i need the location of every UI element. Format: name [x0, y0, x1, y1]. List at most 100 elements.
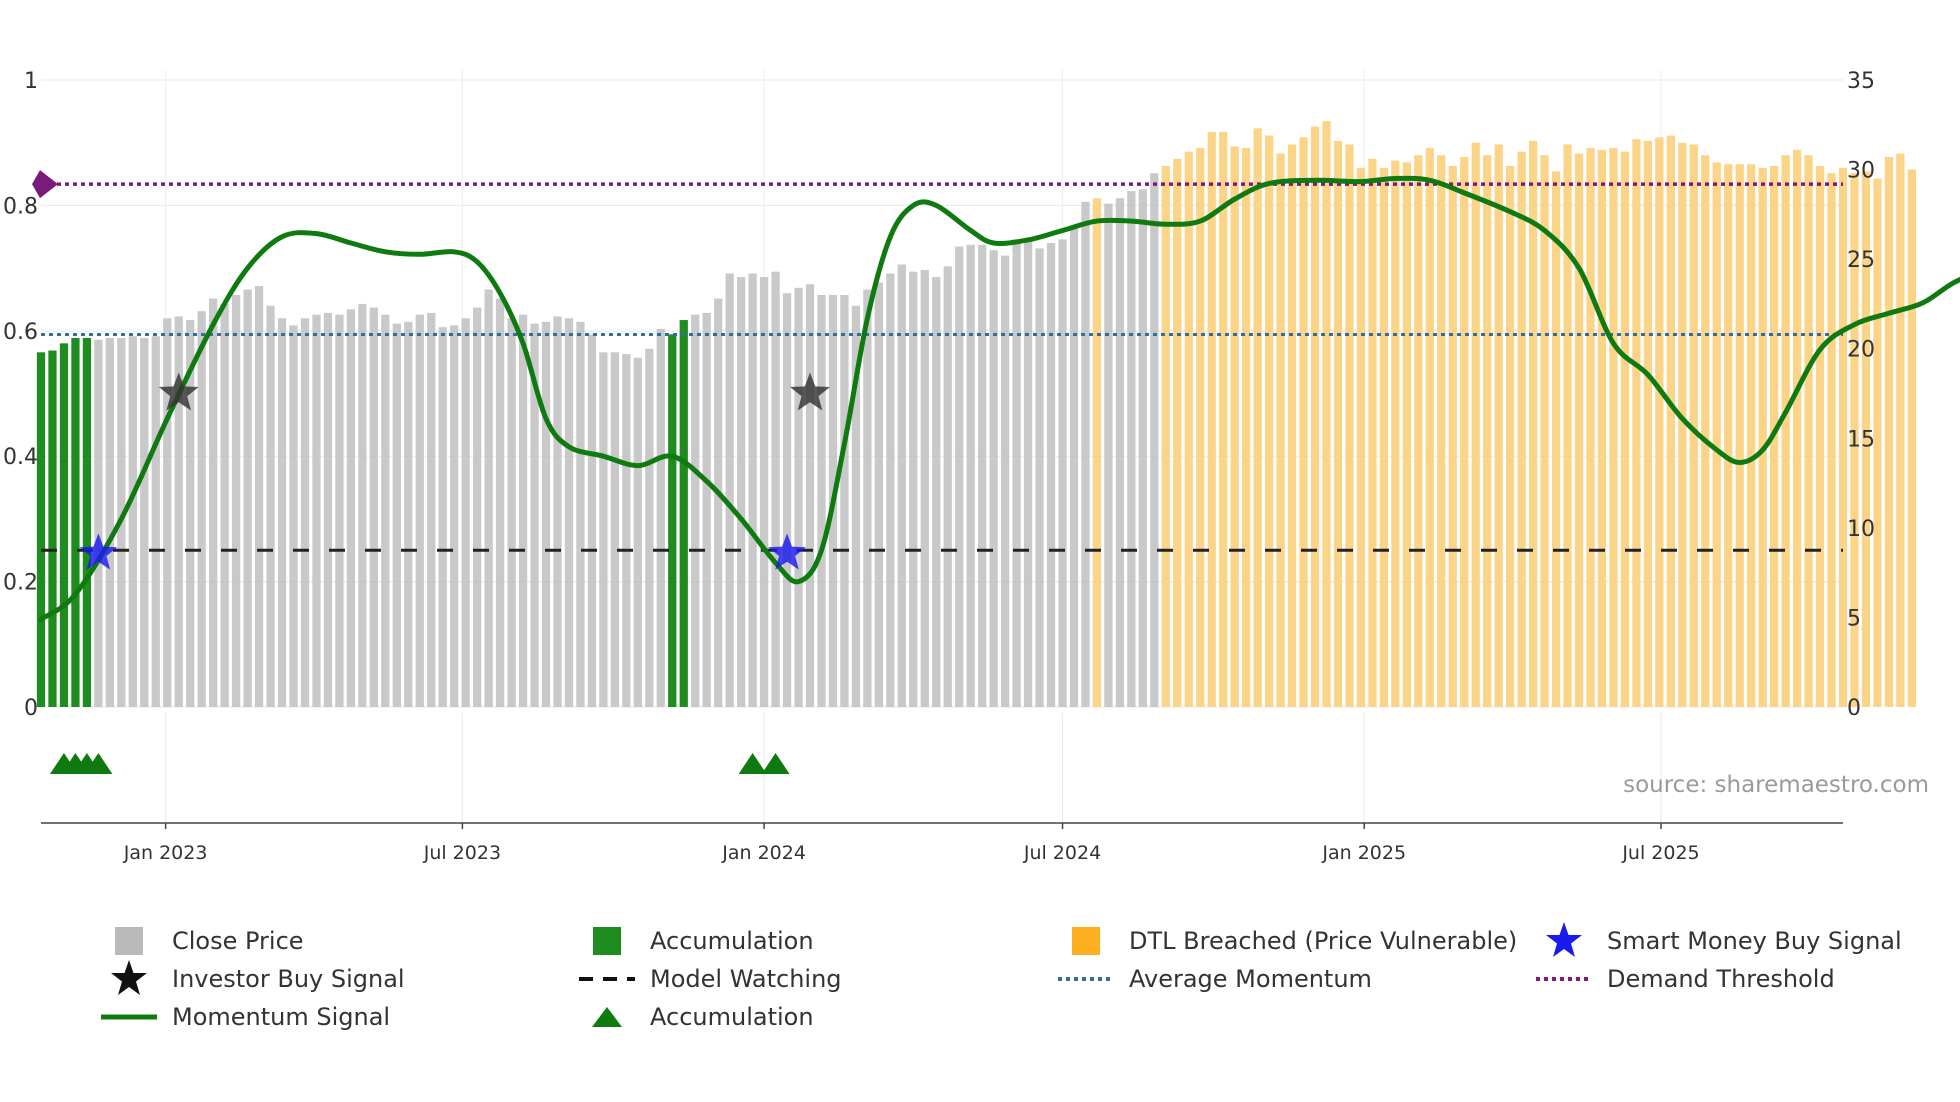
- bar-close-price: [427, 312, 436, 707]
- bar-accumulation: [59, 343, 69, 707]
- bar-close-price: [863, 289, 872, 707]
- bar-close-price: [128, 336, 137, 707]
- bar-dtl-breached: [1092, 198, 1102, 707]
- bar-dtl-breached: [1414, 155, 1423, 708]
- bar-close-price: [358, 303, 367, 707]
- bar-close-price: [759, 277, 769, 707]
- bar-close-price: [1023, 241, 1033, 707]
- bar-dtl-breached: [1712, 162, 1721, 708]
- bar-dtl-breached: [1391, 160, 1400, 708]
- bar-dtl-breached: [1333, 140, 1343, 707]
- bar-dtl-breached: [1517, 151, 1526, 707]
- bar-dtl-breached: [1747, 164, 1756, 707]
- right-tick-label: 20: [1847, 338, 1875, 363]
- bar-dtl-breached: [1678, 142, 1687, 707]
- investor-buy-signal: [790, 372, 830, 411]
- accumulation-marker: [84, 753, 113, 774]
- x-tick-label: Jul 2023: [423, 842, 501, 864]
- momentum-signal: [38, 175, 1960, 622]
- bar-close-price: [254, 286, 264, 707]
- right-tick-label: 5: [1847, 606, 1861, 631]
- bar-dtl-breached: [1861, 171, 1871, 707]
- bar-close-price: [622, 354, 631, 707]
- bar-close-price: [851, 305, 861, 707]
- bar-dtl-breached: [1219, 131, 1228, 708]
- bar-dtl-breached: [1781, 155, 1790, 708]
- x-tick-label: Jan 2023: [123, 842, 208, 864]
- bar-close-price: [1081, 201, 1090, 707]
- bar-dtl-breached: [1345, 144, 1354, 707]
- left-tick-label: 0.2: [3, 571, 38, 596]
- accumulation-panel: [49, 753, 790, 774]
- bar-close-price: [1046, 243, 1056, 707]
- bar-dtl-breached: [1310, 126, 1320, 707]
- bar-dtl-breached: [1196, 148, 1205, 707]
- bar-dtl-breached: [1437, 155, 1446, 708]
- bar-accumulation: [71, 337, 80, 707]
- bar-close-price: [909, 271, 918, 707]
- bar-close-price: [404, 321, 413, 707]
- bar-dtl-breached: [1230, 146, 1239, 708]
- bar-close-price: [725, 273, 734, 707]
- bar-close-price: [989, 250, 998, 707]
- bar-close-price: [874, 282, 884, 707]
- right-tick-label: 15: [1847, 427, 1875, 452]
- bar-close-price: [381, 314, 390, 707]
- bar-close-price: [587, 334, 597, 707]
- axes: Jan 2023 Jul 2023 Jan 2024 Jul 2024 Jan 2025…: [3, 69, 1875, 864]
- right-tick-label: 10: [1847, 517, 1875, 542]
- bar-dtl-breached: [1574, 153, 1584, 707]
- bar-dtl-breached: [1632, 139, 1641, 708]
- left-tick-label: 0.6: [3, 320, 38, 345]
- bar-dtl-breached: [1792, 149, 1802, 707]
- bar-close-price: [1138, 189, 1147, 707]
- bar-close-price: [174, 316, 183, 707]
- left-tick-label: 0.4: [3, 445, 38, 470]
- bar-close-price: [966, 244, 975, 707]
- bar-close-price: [553, 316, 562, 707]
- bar-close-price: [978, 244, 987, 707]
- right-tick-label: 30: [1847, 159, 1875, 184]
- demand-threshold-marker: [32, 170, 58, 199]
- smart-money-buy-signal: [768, 533, 807, 570]
- bar-close-price: [484, 289, 493, 707]
- bar-dtl-breached: [1586, 148, 1595, 707]
- bar-accumulation: [48, 350, 57, 707]
- price-bars: [36, 121, 1916, 708]
- bar-dtl-breached: [1850, 173, 1859, 707]
- bar-close-price: [105, 337, 114, 707]
- right-tick-label: 0: [1847, 696, 1861, 721]
- bar-dtl-breached: [1299, 137, 1308, 708]
- investor-buy-signal: [158, 372, 199, 411]
- bar-dtl-breached: [1448, 165, 1457, 707]
- bar-close-price: [1069, 226, 1079, 707]
- bar-dtl-breached: [1253, 128, 1262, 707]
- bar-dtl-breached: [1907, 169, 1916, 708]
- bar-dtl-breached: [1597, 149, 1607, 707]
- bar-dtl-breached: [1528, 140, 1538, 707]
- bar-close-price: [415, 314, 424, 707]
- bar-dtl-breached: [1276, 153, 1285, 707]
- bar-close-price: [346, 309, 356, 707]
- bar-close-price: [805, 284, 815, 707]
- bar-dtl-breached: [1264, 135, 1274, 707]
- bar-close-price: [151, 336, 160, 707]
- bar-close-price: [1127, 191, 1136, 707]
- bar-close-price: [817, 294, 826, 707]
- x-tick-label: Jul 2025: [1621, 842, 1699, 864]
- source-label: source: sharemaestro.com: [1623, 772, 1929, 798]
- bar-dtl-breached: [1173, 158, 1182, 707]
- bar-dtl-breached: [1483, 155, 1492, 708]
- bar-dtl-breached: [1161, 165, 1170, 707]
- reference-lines: [32, 170, 1843, 552]
- bar-close-price: [1035, 248, 1044, 707]
- bar-dtl-breached: [1563, 144, 1572, 707]
- bar-close-price: [1104, 203, 1113, 707]
- left-tick-label: 0: [24, 696, 38, 721]
- bar-close-price: [277, 318, 287, 707]
- bar-close-price: [1150, 173, 1159, 707]
- bar-close-price: [1012, 239, 1021, 708]
- bar-close-price: [737, 277, 746, 707]
- bar-dtl-breached: [1506, 165, 1515, 707]
